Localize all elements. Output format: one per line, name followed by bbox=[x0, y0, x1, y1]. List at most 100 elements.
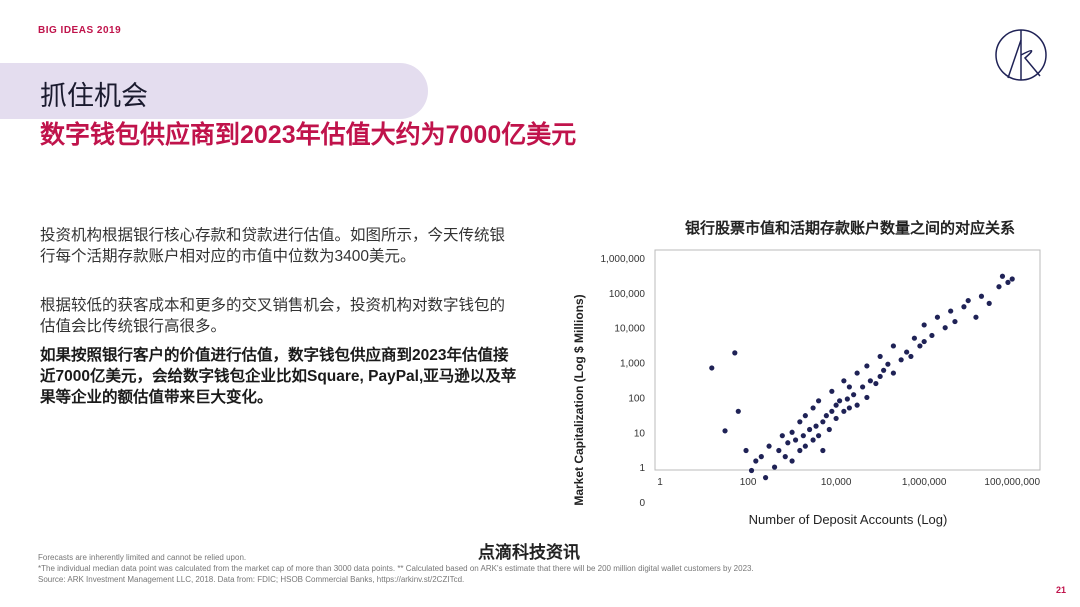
y-tick-label: 0 bbox=[639, 498, 645, 509]
point bbox=[952, 318, 958, 325]
point bbox=[996, 284, 1002, 290]
point bbox=[771, 464, 778, 470]
point bbox=[813, 423, 819, 429]
point bbox=[885, 361, 891, 367]
point bbox=[934, 314, 941, 320]
point bbox=[820, 447, 826, 454]
y-tick-label: 10 bbox=[634, 428, 646, 439]
point bbox=[810, 405, 816, 411]
point bbox=[860, 384, 866, 390]
page-number: 21 bbox=[1056, 585, 1067, 595]
x-tick-label: 100 bbox=[740, 477, 757, 488]
footnote: *The individual median data point was ca… bbox=[38, 564, 754, 573]
footnote: Forecasts are inherently limited and can… bbox=[38, 553, 247, 562]
point bbox=[942, 325, 948, 331]
point bbox=[810, 437, 816, 443]
paragraph: 投资机构根据银行核心存款和贷款进行估值。如图所示，今天传统银行每个活期存款账户相… bbox=[40, 227, 506, 265]
point bbox=[890, 343, 896, 349]
point bbox=[815, 433, 822, 439]
point bbox=[921, 338, 927, 345]
point bbox=[762, 475, 769, 481]
title: 抓住机会 bbox=[40, 81, 148, 111]
x-tick-label: 1,000,000 bbox=[902, 477, 947, 488]
point bbox=[846, 384, 852, 390]
point bbox=[917, 343, 923, 349]
point bbox=[785, 440, 791, 446]
point bbox=[1009, 276, 1015, 282]
point bbox=[986, 300, 992, 306]
point bbox=[758, 454, 764, 460]
plot-frame bbox=[654, 249, 1041, 471]
point bbox=[709, 365, 715, 371]
point bbox=[877, 373, 883, 380]
point bbox=[732, 350, 738, 356]
point bbox=[797, 447, 803, 454]
point bbox=[748, 467, 755, 474]
point bbox=[873, 380, 879, 387]
point bbox=[854, 370, 860, 376]
y-tick-label: 10,000 bbox=[614, 324, 645, 335]
point bbox=[829, 408, 835, 414]
point bbox=[722, 428, 728, 434]
y-tick-label: 1,000,000 bbox=[601, 254, 646, 265]
point bbox=[782, 454, 788, 460]
point bbox=[921, 322, 927, 328]
point bbox=[961, 304, 967, 310]
paragraph: 根据较低的获客成本和更多的交叉销售机会，投资机构对数字钱包的估值会比传统银行高很… bbox=[40, 297, 506, 335]
point bbox=[978, 293, 985, 299]
point bbox=[911, 335, 918, 341]
point bbox=[792, 437, 799, 443]
point bbox=[797, 419, 803, 425]
point bbox=[890, 370, 896, 376]
y-tick-label: 1,000 bbox=[620, 359, 645, 370]
x-tick-label: 100,000,000 bbox=[984, 477, 1040, 488]
y-axis-label: Market Capitalization (Log $ Millions) bbox=[572, 294, 586, 505]
point bbox=[881, 367, 887, 373]
point bbox=[820, 419, 826, 425]
point bbox=[826, 426, 832, 433]
point bbox=[864, 363, 870, 369]
header: BIG IDEAS 2019 bbox=[38, 25, 122, 36]
point bbox=[743, 447, 749, 454]
y-tick-label: 1 bbox=[639, 463, 645, 474]
point bbox=[807, 426, 813, 433]
point bbox=[904, 349, 910, 355]
point bbox=[841, 378, 847, 384]
point bbox=[1005, 279, 1011, 285]
point bbox=[823, 413, 829, 419]
x-tick-label: 10,000 bbox=[821, 477, 852, 488]
point bbox=[766, 443, 772, 449]
paragraph: 如果按照银行客户的价值进行估值，数字钱包供应商到2023年估值接近7000亿美元… bbox=[40, 347, 517, 406]
point bbox=[735, 408, 741, 414]
point bbox=[841, 408, 847, 414]
point bbox=[836, 398, 843, 404]
watermark: 点滴科技资讯 bbox=[478, 543, 580, 562]
y-tick-label: 100 bbox=[628, 393, 645, 404]
point bbox=[948, 308, 954, 314]
point bbox=[898, 357, 904, 363]
point bbox=[965, 297, 971, 304]
footnote: Source: ARK Investment Management LLC, 2… bbox=[38, 575, 465, 584]
point bbox=[844, 396, 850, 402]
point bbox=[854, 402, 860, 408]
point bbox=[776, 447, 782, 454]
point bbox=[999, 273, 1006, 279]
point bbox=[829, 388, 835, 394]
point bbox=[877, 353, 883, 360]
subtitle: 数字钱包供应商到2023年估值大约为7000亿美元 bbox=[40, 121, 577, 149]
point bbox=[864, 394, 870, 401]
point bbox=[833, 402, 839, 408]
point bbox=[973, 314, 979, 320]
point bbox=[789, 429, 795, 435]
point bbox=[846, 405, 852, 411]
point bbox=[833, 415, 839, 422]
point bbox=[867, 378, 873, 384]
point bbox=[851, 392, 857, 398]
logo bbox=[995, 29, 1047, 81]
point bbox=[802, 443, 808, 449]
point bbox=[908, 353, 914, 360]
point bbox=[815, 398, 822, 404]
x-axis-label: Number of Deposit Accounts (Log) bbox=[749, 512, 948, 527]
